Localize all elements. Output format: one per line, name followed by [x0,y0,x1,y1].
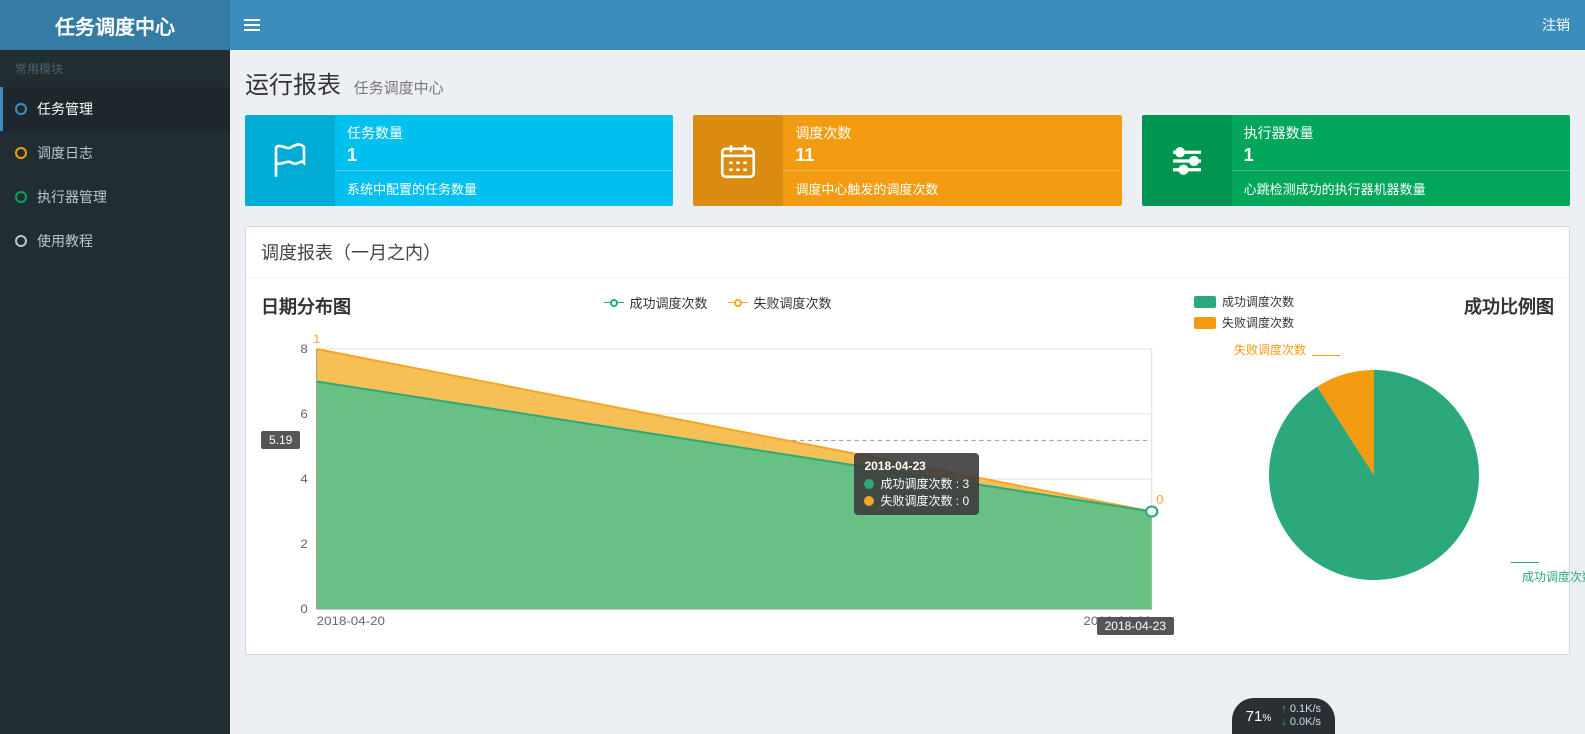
arrow-up-icon: ↑ [1281,703,1287,715]
sidebar-item[interactable]: 调度日志 [0,131,230,175]
network-widget: 71% ↑ 0.1K/s ↓ 0.0K/s [1232,698,1335,734]
pie-chart-svg [1244,345,1504,605]
stat-value: 1 [347,145,661,166]
sidebar: 常用模块 任务管理调度日志执行器管理使用教程 [0,50,230,734]
stat-value: 1 [1244,145,1558,166]
svg-text:4: 4 [300,473,307,486]
stat-desc: 心跳检测成功的执行器机器数量 [1232,170,1570,206]
net-percent-unit: % [1262,713,1271,724]
stat-value: 11 [795,145,1109,166]
circle-icon [15,147,27,159]
legend-item[interactable]: 成功调度次数 [603,293,707,312]
flag-icon [245,115,335,206]
pie-label-success: 成功调度次数 [1522,568,1585,585]
pie-chart-wrap: 失败调度次数成功调度次数 [1194,345,1554,605]
report-panel: 调度报表（一月之内） 日期分布图 成功调度次数失败调度次数 024682018-… [245,226,1570,655]
stat-title: 执行器数量 [1244,123,1558,143]
stat-desc: 系统中配置的任务数量 [335,170,673,206]
area-chart-svg: 0 2 4 6 8 2018-04-20 2018-04-23 1 0 [261,319,1174,639]
stat-card: 任务数量1 系统中配置的任务数量 [245,115,673,206]
sliders-icon [1142,115,1232,206]
pie-chart-container: 成功调度次数失败调度次数 成功比例图 失败调度次数成功调度次数 [1194,293,1554,639]
sidebar-item[interactable]: 执行器管理 [0,175,230,219]
pie-label-fail: 失败调度次数 [1234,341,1306,358]
stat-cards-row: 任务数量1系统中配置的任务数量调度次数11调度中心触发的调度次数执行器数量1心跳… [245,115,1570,206]
arrow-down-icon: ↓ [1281,716,1287,728]
stat-desc: 调度中心触发的调度次数 [783,170,1121,206]
svg-text:1: 1 [313,333,320,346]
hamburger-icon[interactable] [230,0,274,50]
stat-card: 调度次数11 调度中心触发的调度次数 [693,115,1121,206]
pie-legend-item[interactable]: 失败调度次数 [1194,314,1294,331]
topbar: 任务调度中心 注销 [0,0,1585,50]
y-highlight-tag: 5.19 [261,431,300,449]
legend-item[interactable]: 失败调度次数 [728,293,832,312]
sidebar-item-label: 使用教程 [37,231,93,251]
svg-text:8: 8 [300,343,307,356]
sidebar-item-label: 执行器管理 [37,187,107,207]
page-subtitle: 任务调度中心 [354,80,444,97]
pie-chart-title: 成功比例图 [1464,293,1554,319]
calendar-icon [693,115,783,206]
circle-icon [15,235,27,247]
logout-link[interactable]: 注销 [1527,0,1585,50]
stat-title: 调度次数 [795,123,1109,143]
net-down: 0.0K/s [1290,716,1321,728]
app-logo: 任务调度中心 [0,0,230,50]
svg-text:2018-04-20: 2018-04-20 [317,615,385,628]
x-end-tag: 2018-04-23 [1097,617,1174,635]
svg-text:6: 6 [300,408,307,421]
sidebar-item[interactable]: 任务管理 [0,87,230,131]
sidebar-item-label: 调度日志 [37,143,93,163]
svg-text:0: 0 [1156,493,1163,506]
net-percent: 71 [1246,708,1263,725]
pie-legend-item[interactable]: 成功调度次数 [1194,293,1294,310]
pie-chart-legend: 成功调度次数失败调度次数 [1194,293,1294,335]
net-up: 0.1K/s [1290,703,1321,715]
stat-card: 执行器数量1 心跳检测成功的执行器机器数量 [1142,115,1570,206]
area-chart-container: 日期分布图 成功调度次数失败调度次数 024682018-04-202018-0… [261,293,1174,639]
stat-title: 任务数量 [347,123,661,143]
circle-icon [15,191,27,203]
sidebar-item-label: 任务管理 [37,99,93,119]
svg-text:2: 2 [300,538,307,551]
circle-icon [15,103,27,115]
svg-text:0: 0 [300,603,307,616]
sidebar-item[interactable]: 使用教程 [0,219,230,263]
page-title-text: 运行报表 [245,72,341,99]
area-chart-legend: 成功调度次数 失败调度次数 [603,293,831,312]
report-panel-title: 调度报表（一月之内） [246,227,1569,278]
content-area: 运行报表 任务调度中心 任务数量1系统中配置的任务数量调度次数11调度中心触发的… [230,50,1585,734]
sidebar-section-label: 常用模块 [0,50,230,87]
page-title: 运行报表 任务调度中心 [245,65,1570,100]
